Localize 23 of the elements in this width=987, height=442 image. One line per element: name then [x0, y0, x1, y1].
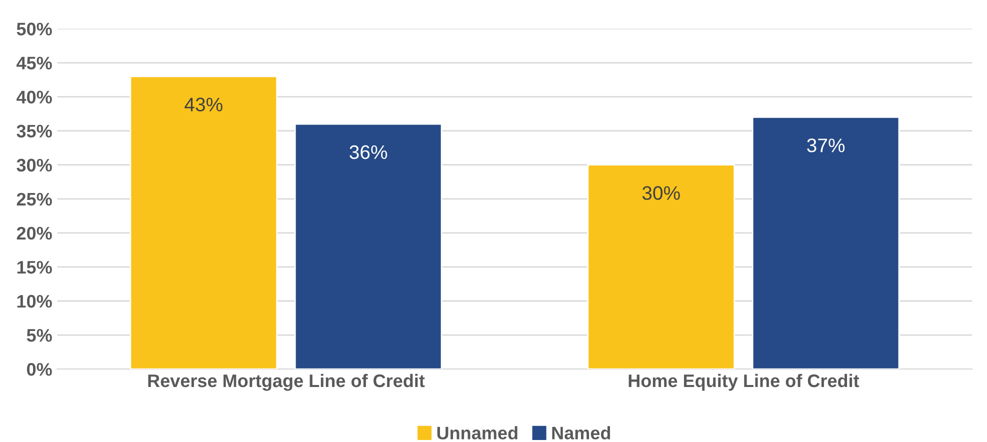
- y-tick-label: 25%: [16, 192, 52, 206]
- bar: [752, 116, 900, 370]
- y-tick-label: 50%: [16, 22, 52, 36]
- y-tick-label: 35%: [16, 124, 52, 138]
- x-tick-label: Reverse Mortgage Line of Credit: [148, 374, 425, 391]
- y-tick-label: 40%: [16, 90, 52, 104]
- bar: [294, 123, 442, 370]
- data-label: 30%: [642, 186, 680, 200]
- data-label: 37%: [807, 138, 845, 152]
- y-tick-label: 10%: [17, 294, 52, 308]
- y-tick-label: 15%: [17, 260, 52, 274]
- y-tick-label: 0%: [27, 363, 52, 376]
- y-tick-label: 30%: [16, 158, 52, 172]
- y-tick-label: 45%: [16, 56, 52, 70]
- data-label: 36%: [350, 145, 388, 160]
- y-tick-label: 5%: [26, 329, 52, 342]
- bar: [587, 164, 736, 370]
- y-tick-label: 20%: [16, 226, 52, 240]
- legend-label: Named: [552, 426, 610, 440]
- data-label: 43%: [184, 98, 222, 112]
- bar: [130, 76, 278, 370]
- x-tick-label: Home Equity Line of Credit: [628, 374, 860, 391]
- legend-label: Unnamed: [437, 426, 518, 440]
